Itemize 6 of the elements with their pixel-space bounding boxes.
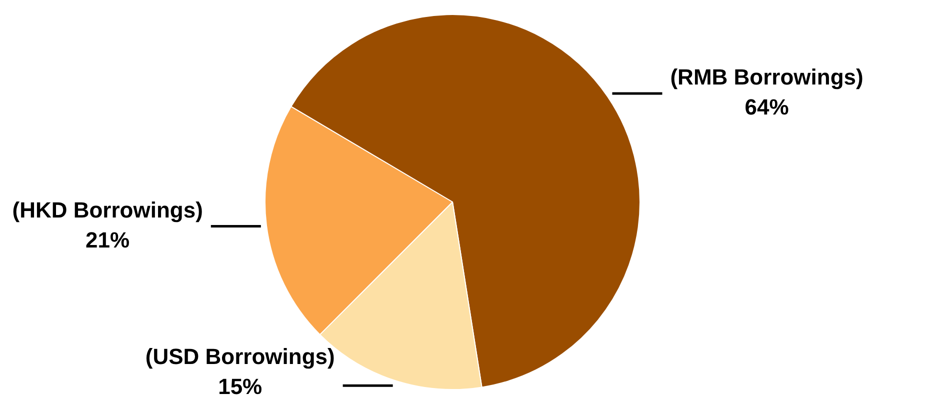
data-label: 15% xyxy=(218,374,262,400)
data-label: 64% xyxy=(744,94,789,120)
slice-label: (RMB Borrowings) xyxy=(670,64,864,90)
slice-label: (HKD Borrowings) xyxy=(12,197,203,222)
data-label: 21% xyxy=(86,227,130,252)
slice-label: (USD Borrowings) xyxy=(145,344,335,370)
